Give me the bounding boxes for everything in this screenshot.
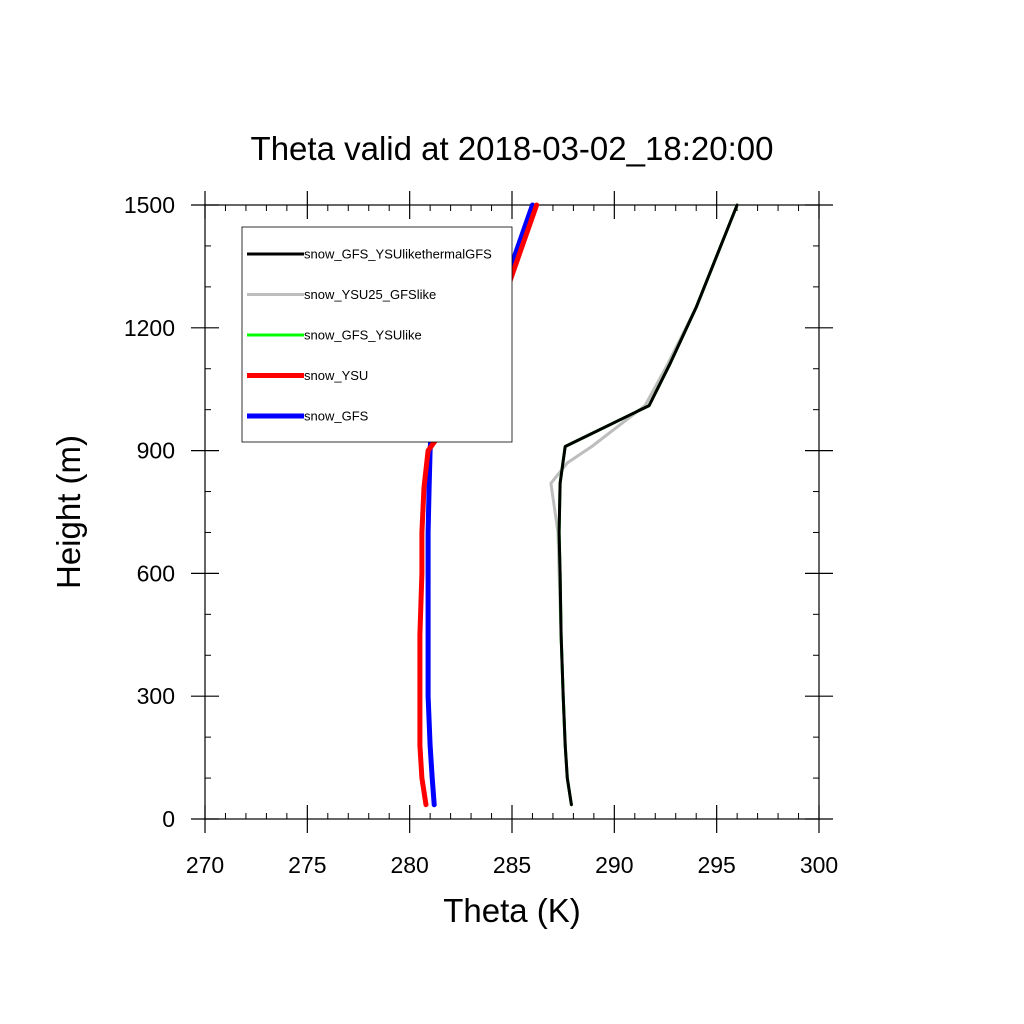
x-tick-label: 270 (186, 852, 224, 878)
x-tick-label: 290 (595, 852, 633, 878)
x-axis-title: Theta (K) (443, 892, 581, 929)
x-tick-label: 280 (390, 852, 428, 878)
legend-label: snow_GFS_YSUlikethermalGFS (304, 247, 492, 262)
y-tick-label: 300 (137, 683, 175, 709)
major-ticks (191, 191, 833, 833)
y-axis-title: Height (m) (50, 435, 87, 589)
y-tick-label: 1500 (124, 192, 175, 218)
legend-label: snow_YSU25_GFSlike (304, 287, 436, 302)
legend: snow_GFS_YSUlikethermalGFS snow_YSU25_GFS… (241, 226, 513, 443)
y-tick-labels: 0 300 600 900 1200 1500 (124, 192, 175, 832)
series-line-snow_GFS_YSUlike (557, 203, 739, 807)
legend-items: snow_GFS_YSUlikethermalGFS snow_YSU25_GFS… (247, 247, 492, 424)
y-tick-label: 600 (137, 560, 175, 586)
y-tick-label: 900 (137, 438, 175, 464)
x-tick-label: 300 (800, 852, 838, 878)
x-tick-labels: 270 275 280 285 290 295 300 (186, 852, 838, 878)
y-tick-label: 0 (162, 806, 175, 832)
series-line-snow_GFS_YSUlikethermalGFS (557, 203, 739, 807)
series-line-snow_YSU25_GFSlike (549, 203, 739, 807)
minor-ticks (205, 205, 819, 819)
chart-title: Theta valid at 2018-03-02_18:20:00 (251, 130, 774, 167)
x-tick-label: 285 (493, 852, 531, 878)
y-tick-label: 1200 (124, 315, 175, 341)
legend-label: snow_GFS (304, 409, 369, 424)
x-tick-label: 275 (288, 852, 326, 878)
legend-label: snow_GFS_YSUlike (304, 328, 422, 343)
x-tick-label: 295 (697, 852, 735, 878)
legend-label: snow_YSU (304, 368, 368, 383)
